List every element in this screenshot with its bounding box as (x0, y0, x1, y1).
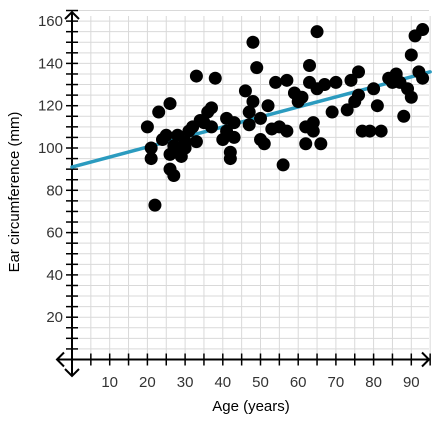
data-point (227, 116, 241, 130)
data-point (250, 61, 264, 75)
data-point (159, 128, 173, 142)
data-point (404, 90, 418, 104)
data-point (370, 99, 384, 113)
data-point (280, 73, 294, 87)
data-point (329, 75, 343, 89)
y-tick-label: 80 (46, 182, 63, 199)
y-tick-label: 20 (46, 309, 63, 326)
x-axis-left-arrow-icon (55, 351, 65, 368)
data-point (295, 90, 309, 104)
y-axis-top-arrow-icon (64, 10, 80, 20)
data-point (416, 71, 430, 85)
x-tick-label: 80 (365, 374, 382, 391)
data-point (144, 141, 158, 155)
data-point (238, 84, 252, 98)
data-point (204, 101, 218, 115)
data-point (144, 152, 158, 166)
data-point (242, 118, 256, 132)
x-tick-label: 30 (177, 374, 194, 391)
data-point (397, 109, 411, 123)
data-point (246, 94, 260, 108)
data-point (163, 97, 177, 111)
y-tick-label: 140 (38, 55, 63, 72)
data-point (416, 23, 430, 37)
data-point (306, 124, 320, 138)
data-point (208, 71, 222, 85)
data-point (223, 145, 237, 159)
data-point (261, 99, 275, 113)
data-point (254, 111, 267, 125)
y-axis-title: Ear circumference (mm) (6, 112, 23, 273)
data-point (167, 168, 181, 182)
data-point (204, 120, 218, 134)
data-point (140, 120, 154, 134)
grid (72, 10, 431, 360)
data-point (404, 48, 418, 62)
data-point (148, 198, 162, 212)
x-tick-label: 10 (101, 374, 118, 391)
y-tick-label: 60 (46, 225, 63, 242)
data-point (189, 69, 203, 83)
axes (55, 10, 431, 378)
y-tick-label: 40 (46, 267, 63, 284)
y-tick-label: 160 (38, 13, 63, 30)
data-point (318, 78, 332, 92)
data-point (280, 124, 294, 138)
data-point (363, 124, 377, 138)
data-point (352, 65, 366, 79)
data-point (152, 105, 166, 119)
data-point (310, 25, 324, 39)
data-point (227, 130, 241, 144)
data-point (299, 137, 313, 151)
data-point (374, 124, 388, 138)
data-point (352, 88, 366, 102)
data-point (246, 35, 260, 49)
data-points (140, 23, 430, 212)
data-point (325, 105, 339, 119)
data-point (178, 135, 192, 149)
data-point (276, 158, 290, 172)
x-axis-title: Age (years) (212, 398, 290, 415)
x-tick-label: 70 (328, 374, 345, 391)
data-point (367, 82, 381, 96)
tick-marks (66, 9, 431, 366)
data-point (340, 103, 354, 117)
data-point (257, 137, 271, 151)
x-tick-label: 90 (403, 374, 420, 391)
data-point (189, 135, 203, 149)
x-tick-label: 20 (139, 374, 156, 391)
data-point (269, 75, 283, 89)
y-tick-label: 120 (38, 98, 63, 115)
y-axis-bottom-arrow-icon (64, 368, 80, 378)
y-tick-label: 100 (38, 140, 63, 157)
data-point (344, 73, 358, 87)
x-axis-right-arrow-icon (421, 351, 431, 368)
x-tick-label: 50 (252, 374, 269, 391)
data-point (242, 105, 256, 119)
data-point (303, 59, 317, 73)
tick-labels: 10 20 30 40 50 60 70 80 90 20 40 60 80 100 120 140 160 (38, 13, 420, 391)
x-tick-label: 40 (214, 374, 231, 391)
x-tick-label: 60 (290, 374, 307, 391)
data-point (314, 137, 328, 151)
